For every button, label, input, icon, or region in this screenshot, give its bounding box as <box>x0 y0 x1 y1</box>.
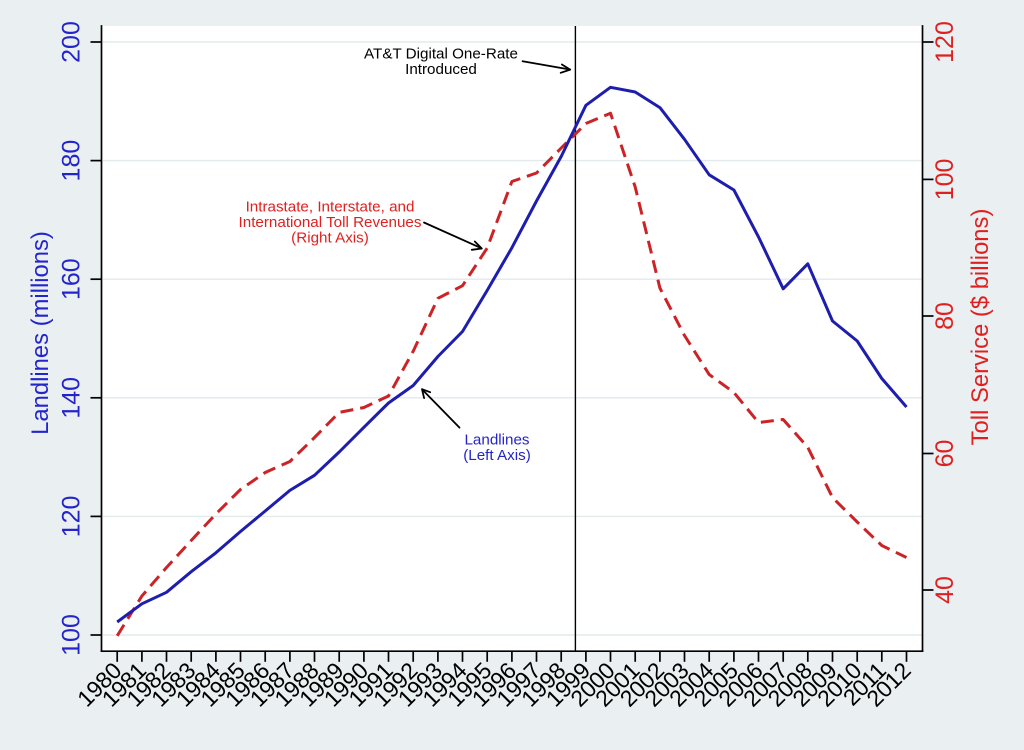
svg-text:Landlines: Landlines <box>464 432 529 449</box>
svg-text:Toll Service ($ billions): Toll Service ($ billions) <box>967 209 994 446</box>
svg-text:Introduced: Introduced <box>405 61 477 78</box>
svg-text:80: 80 <box>931 302 959 330</box>
svg-text:AT&T Digital One-Rate: AT&T Digital One-Rate <box>364 46 518 63</box>
svg-text:100: 100 <box>931 159 959 201</box>
svg-text:40: 40 <box>931 576 959 604</box>
svg-text:International Toll Revenues: International Toll Revenues <box>239 214 422 231</box>
svg-text:(Right Axis): (Right Axis) <box>291 230 369 247</box>
svg-text:180: 180 <box>57 140 85 182</box>
svg-text:200: 200 <box>57 21 85 63</box>
svg-text:140: 140 <box>57 377 85 419</box>
svg-text:Landlines (millions): Landlines (millions) <box>27 231 54 435</box>
svg-text:120: 120 <box>57 496 85 538</box>
svg-text:120: 120 <box>931 21 959 63</box>
svg-text:100: 100 <box>57 614 85 656</box>
svg-text:(Left Axis): (Left Axis) <box>463 447 531 464</box>
svg-text:160: 160 <box>57 258 85 300</box>
svg-text:60: 60 <box>931 440 959 468</box>
svg-text:Intrastate, Interstate, and: Intrastate, Interstate, and <box>246 199 415 216</box>
